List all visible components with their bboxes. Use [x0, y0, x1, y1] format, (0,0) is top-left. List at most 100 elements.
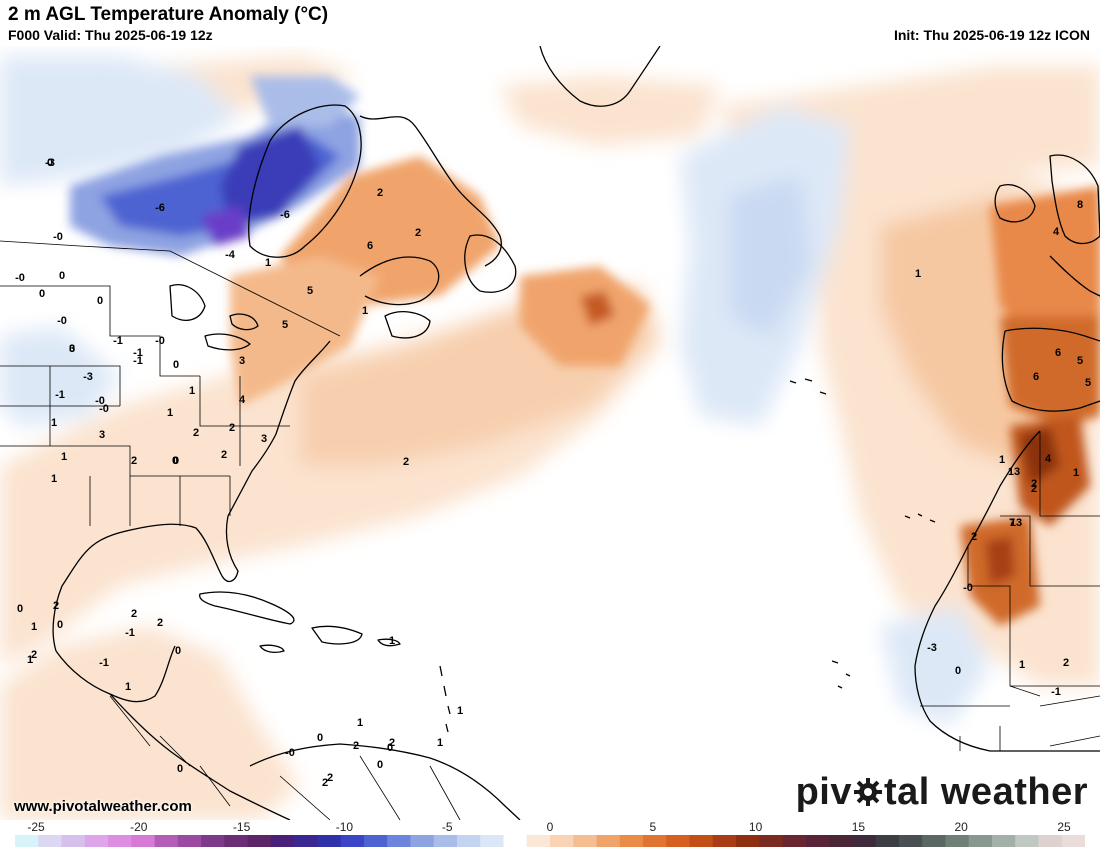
- contour-label: 0: [47, 157, 53, 169]
- contour-label: -1: [133, 355, 143, 367]
- contour-label: 2: [157, 617, 163, 629]
- contour-label: 0: [173, 359, 179, 371]
- contour-label: -6: [280, 209, 290, 221]
- colorbar-swatch: [759, 835, 784, 847]
- contour-label: 2: [1031, 483, 1037, 495]
- contour-label: 5: [307, 285, 313, 297]
- colorbar-swatch: [503, 835, 528, 847]
- temperature-anomaly-map[interactable]: -3 -6 -6 -4 -0 0 0 0 -0 -0 0 -1 -1 -3 3 -1 -0 -1 -0 0 1 1 -0 1 3…: [0, 46, 1100, 820]
- contour-label: 0: [955, 665, 961, 677]
- map-title: 2 m AGL Temperature Anomaly (°C): [8, 4, 329, 25]
- colorbar-tick-label: -25: [27, 820, 45, 834]
- contour-label: -1: [113, 335, 123, 347]
- colorbar-swatch: [270, 835, 295, 847]
- contour-label: 2: [53, 600, 59, 612]
- init-time: Init: Thu 2025-06-19 12z ICON: [893, 27, 1090, 43]
- contour-label: 3: [261, 433, 267, 445]
- contour-label: 0: [59, 270, 65, 282]
- contour-label: 6: [1055, 347, 1061, 359]
- colorbar: [15, 835, 1085, 847]
- colorbar-swatch: [945, 835, 970, 847]
- colorbar-swatch: [363, 835, 388, 847]
- colorbar-swatch: [829, 835, 853, 847]
- contour-label: 2: [389, 737, 395, 749]
- brand-text-left: piv: [795, 770, 852, 813]
- colorbar-swatch: [712, 835, 737, 847]
- contour-label: 1: [437, 737, 443, 749]
- anomaly-shading: [0, 56, 1100, 820]
- valid-time: F000 Valid: Thu 2025-06-19 12z: [8, 27, 213, 43]
- site-url[interactable]: www.pivotalweather.com: [14, 798, 192, 815]
- contour-label: 1: [125, 681, 131, 693]
- colorbar-tick-label: 15: [851, 820, 866, 834]
- colorbar-swatch: [177, 835, 202, 847]
- colorbar-tick-label: 0: [546, 820, 554, 834]
- brand-text-right: tal weather: [883, 770, 1088, 813]
- colorbar-swatch: [736, 835, 760, 847]
- colorbar-tick-label: 5: [649, 820, 657, 834]
- colorbar-swatch: [573, 835, 598, 847]
- coastlines: [52, 46, 1100, 820]
- contour-label: -1: [133, 347, 143, 359]
- contour-label: 2: [131, 455, 137, 467]
- contour-label: 2: [1031, 478, 1037, 490]
- contour-label: 0: [172, 455, 178, 467]
- colorbar-swatch: [875, 835, 900, 847]
- colorbar-tick-label: 20: [954, 820, 968, 834]
- colorbar-swatch: [15, 835, 39, 847]
- contour-label: 13: [1008, 466, 1020, 478]
- contour-label: 6: [1033, 371, 1039, 383]
- map-header: 2 m AGL Temperature Anomaly (°C) F000 Va…: [0, 0, 1100, 46]
- contour-label: 1: [457, 705, 463, 717]
- colorbar-swatch: [201, 835, 225, 847]
- contour-label: 6: [367, 240, 373, 252]
- contour-label: -0: [99, 403, 109, 415]
- contour-label: 2: [131, 608, 137, 620]
- contour-label: -1: [1051, 686, 1061, 698]
- colorbar-swatch: [38, 835, 63, 847]
- contour-label: 0: [39, 288, 45, 300]
- gear-icon: [853, 778, 882, 806]
- colorbar-swatch: [526, 835, 551, 847]
- colorbar-swatch: [550, 835, 574, 847]
- contour-label: 13: [1010, 517, 1022, 529]
- contour-label: 2: [377, 187, 383, 199]
- contour-label: -0: [285, 747, 295, 759]
- contour-label: 1: [27, 654, 33, 666]
- colorbar-swatch: [294, 835, 318, 847]
- contour-label: 0: [317, 732, 323, 744]
- contour-label: 2: [403, 456, 409, 468]
- contour-label: -0: [57, 315, 67, 327]
- colorbar-swatch: [61, 835, 86, 847]
- colorbar-tick-label: -5: [441, 820, 453, 834]
- contour-label: 1: [357, 717, 363, 729]
- contour-label: 2: [1063, 657, 1069, 669]
- colorbar-swatch: [1038, 835, 1063, 847]
- political-borders: [0, 240, 1100, 820]
- contour-label: 2: [31, 649, 37, 661]
- contour-label: 1: [999, 454, 1005, 466]
- colorbar-swatch: [689, 835, 714, 847]
- contour-label: 1: [1073, 467, 1079, 479]
- colorbar-tick-label: -15: [232, 820, 251, 834]
- colorbar-swatch: [108, 835, 132, 847]
- colorbar-swatch: [666, 835, 691, 847]
- colorbar-tick-label: 10: [748, 820, 763, 834]
- colorbar-swatch: [922, 835, 947, 847]
- contour-label: -6: [155, 202, 165, 214]
- contour-label: 0: [177, 763, 183, 775]
- colorbar-tick-label: -10: [335, 820, 354, 834]
- contour-label: -0: [95, 395, 105, 407]
- contour-label: 0: [377, 759, 383, 771]
- contour-label: 0: [57, 619, 63, 631]
- colorbar-swatch: [224, 835, 249, 847]
- contour-label: 1: [915, 268, 921, 280]
- contour-label: 5: [1077, 355, 1083, 367]
- contour-label: 1: [31, 621, 37, 633]
- contour-label: 2: [322, 777, 328, 789]
- colorbar-swatch: [480, 835, 505, 847]
- colorbar-swatch: [340, 835, 365, 847]
- contour-label: -4: [225, 249, 236, 261]
- contour-label: 5: [282, 319, 288, 331]
